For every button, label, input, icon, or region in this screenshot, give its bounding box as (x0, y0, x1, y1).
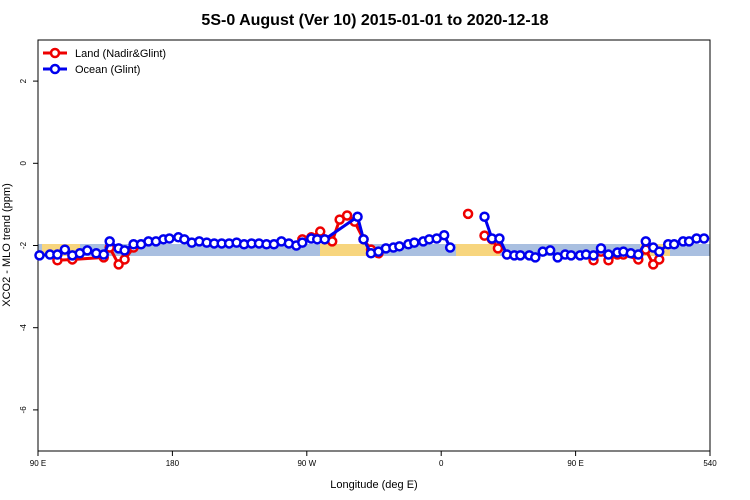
point (341, 210, 353, 221)
legend-marker (49, 47, 61, 59)
point (438, 229, 450, 241)
point (444, 242, 456, 253)
point (544, 245, 556, 256)
point (595, 243, 607, 254)
x-tick-label: 90 W (297, 459, 316, 468)
x-tick-label: 0 (439, 459, 444, 468)
legend-label: Land (Nadir&Glint) (75, 48, 166, 60)
point (119, 245, 130, 256)
land-band (456, 244, 500, 256)
point (409, 237, 420, 248)
point (59, 244, 71, 255)
y-axis-label: XCO2 - MLO trend (ppm) (1, 183, 13, 306)
point (565, 250, 577, 261)
point (352, 211, 363, 222)
point (515, 250, 526, 261)
point (479, 211, 490, 222)
point (394, 241, 405, 252)
point (52, 249, 63, 260)
x-tick-label: 180 (166, 459, 180, 468)
point (334, 214, 345, 225)
point (98, 249, 109, 260)
point (494, 233, 505, 244)
point (358, 234, 369, 245)
y-tick-label: -6 (19, 406, 28, 414)
y-tick-label: -2 (19, 241, 28, 249)
x-axis-label: Longitude (deg E) (330, 479, 417, 491)
point (119, 254, 130, 265)
point (668, 239, 680, 250)
point (653, 246, 665, 257)
point (588, 250, 599, 261)
x-tick-label: 540 (703, 459, 717, 468)
point (603, 249, 614, 260)
y-tick-label: 2 (19, 78, 28, 83)
point (82, 245, 93, 256)
chart-title: 5S-0 August (Ver 10) 2015-01-01 to 2020-… (201, 12, 548, 29)
point (640, 236, 652, 247)
legend-marker (49, 63, 61, 75)
land-band (320, 244, 366, 256)
point (34, 250, 45, 261)
y-tick-label: -4 (19, 324, 28, 332)
point (104, 236, 115, 247)
x-tick-label: 90 E (30, 459, 46, 468)
y-tick-label: 0 (19, 161, 28, 166)
point (164, 233, 175, 244)
x-tick-label: 90 E (567, 459, 583, 468)
point (462, 208, 474, 220)
legend-label: Ocean (Glint) (75, 64, 140, 76)
point (633, 249, 644, 260)
point (698, 233, 710, 244)
point (530, 252, 541, 263)
point (297, 237, 308, 248)
point (319, 234, 330, 245)
point (492, 243, 504, 254)
